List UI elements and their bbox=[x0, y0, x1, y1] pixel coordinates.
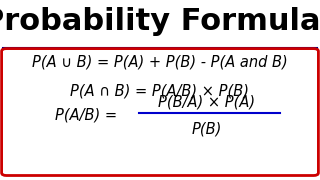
Text: P(A ∪ B) = P(A) + P(B) - P(A and B): P(A ∪ B) = P(A) + P(B) - P(A and B) bbox=[32, 55, 288, 70]
Text: P(B): P(B) bbox=[191, 121, 221, 136]
FancyBboxPatch shape bbox=[2, 49, 318, 176]
Text: Probability Formulas: Probability Formulas bbox=[0, 7, 320, 36]
Text: P(A ∩ B) = P(A/B) × P(B): P(A ∩ B) = P(A/B) × P(B) bbox=[70, 84, 250, 99]
Text: P(B/A) × P(A): P(B/A) × P(A) bbox=[158, 94, 255, 109]
Text: P(A/B) =: P(A/B) = bbox=[55, 108, 121, 123]
